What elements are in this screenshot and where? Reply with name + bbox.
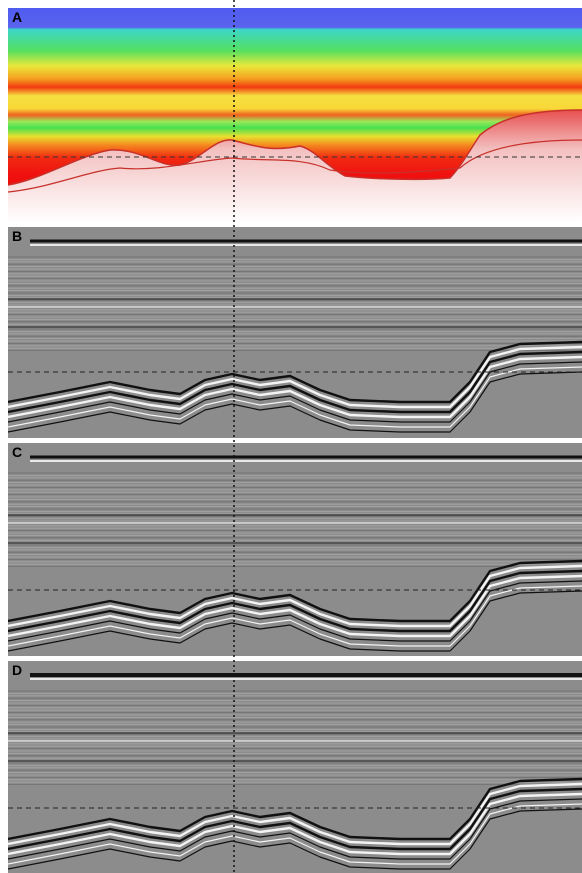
seismic-panel (8, 661, 582, 873)
panel-label: B (12, 228, 22, 244)
panel-label: D (12, 662, 22, 678)
seismic-background (8, 227, 582, 438)
panel-label: C (12, 444, 22, 460)
seismic-background (8, 661, 582, 873)
seismic-panels (8, 227, 582, 873)
figure: A B C D (0, 0, 582, 873)
panel-label: A (12, 9, 22, 25)
panel-a (8, 8, 582, 222)
seismic-panel (8, 227, 582, 438)
seismic-panel (8, 443, 582, 656)
